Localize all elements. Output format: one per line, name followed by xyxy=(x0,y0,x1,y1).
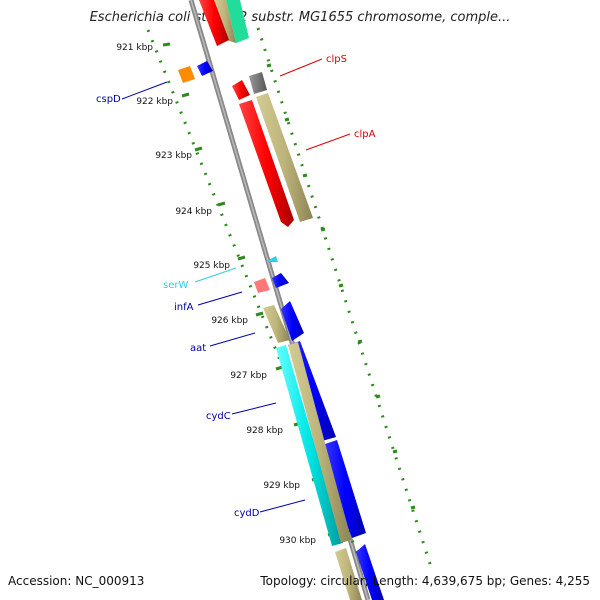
feature-clpa-gene[interactable] xyxy=(256,93,313,222)
tick-label: 928 kbp xyxy=(246,426,283,436)
gene-label-clpa[interactable]: clpA xyxy=(354,129,376,140)
feature-clps-cds[interactable] xyxy=(232,80,250,100)
tick-label: 926 kbp xyxy=(211,316,248,326)
tick-label: 929 kbp xyxy=(263,481,300,491)
feature-red-top[interactable] xyxy=(199,0,229,46)
tick-labels: 921 kbp 922 kbp 923 kbp 924 kbp 925 kbp … xyxy=(116,43,316,546)
feature-infa-pink[interactable] xyxy=(254,278,270,293)
gene-label-clps[interactable]: clpS xyxy=(326,54,347,65)
feature-cydc-mrna[interactable] xyxy=(276,345,343,546)
feature-blue-bottom[interactable] xyxy=(356,544,384,600)
feature-clps-box[interactable] xyxy=(249,72,267,94)
label-connectors xyxy=(121,58,351,513)
tick-label: 923 kbp xyxy=(155,151,192,161)
gene-label-cydc[interactable]: cydC xyxy=(206,411,231,422)
guide-lines xyxy=(146,27,434,599)
gene-label-serw[interactable]: serW xyxy=(163,280,188,291)
gene-label-infa[interactable]: infA xyxy=(174,302,194,313)
feature-aat-cds[interactable] xyxy=(281,301,304,341)
tick-label: 924 kbp xyxy=(175,207,212,217)
feature-infa-cds[interactable] xyxy=(272,273,289,288)
tick-label: 921 kbp xyxy=(116,43,153,53)
accession-text: Accession: NC_000913 xyxy=(8,574,145,588)
feature-aat-gene[interactable] xyxy=(263,305,290,343)
feature-teal[interactable] xyxy=(226,0,249,43)
genome-summary: Topology: circular; Length: 4,639,675 bp… xyxy=(260,574,590,588)
feature-clpa-cds[interactable] xyxy=(239,100,294,227)
tick-label: 930 kbp xyxy=(279,536,316,546)
tick-label: 922 kbp xyxy=(136,97,173,107)
gene-label-cydd[interactable]: cydD xyxy=(234,508,260,519)
gene-label-cspd[interactable]: cspD xyxy=(96,94,121,105)
outer-ticks xyxy=(266,63,416,510)
feature-cspd-blue[interactable] xyxy=(197,61,213,76)
feature-cydd-cds[interactable] xyxy=(325,440,366,538)
tick-label: 927 kbp xyxy=(230,371,267,381)
gene-labels: clpS clpA cspD serW infA aat cydC cydD xyxy=(96,54,376,519)
feature-cydd-gene[interactable] xyxy=(288,342,351,543)
gene-label-aat[interactable]: aat xyxy=(190,343,206,354)
feature-serw-trna[interactable] xyxy=(265,256,278,262)
tick-label: 925 kbp xyxy=(193,261,230,271)
feature-khaki-top[interactable] xyxy=(214,0,236,43)
feature-khaki-bottom[interactable] xyxy=(335,548,362,600)
feature-cspd-orange[interactable] xyxy=(178,66,195,83)
reverse-strand-features xyxy=(178,0,362,600)
